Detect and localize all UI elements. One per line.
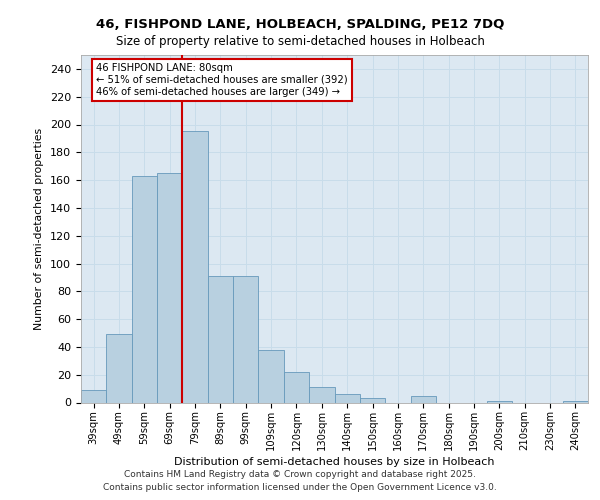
Text: 46 FISHPOND LANE: 80sqm
← 51% of semi-detached houses are smaller (392)
46% of s: 46 FISHPOND LANE: 80sqm ← 51% of semi-de… xyxy=(96,64,348,96)
Bar xyxy=(487,401,512,402)
Bar xyxy=(208,276,233,402)
Bar xyxy=(132,176,157,402)
X-axis label: Distribution of semi-detached houses by size in Holbeach: Distribution of semi-detached houses by … xyxy=(174,458,495,468)
Bar xyxy=(106,334,132,402)
Bar xyxy=(284,372,309,402)
Y-axis label: Number of semi-detached properties: Number of semi-detached properties xyxy=(34,128,44,330)
Bar xyxy=(233,276,259,402)
Bar xyxy=(81,390,106,402)
Text: 46, FISHPOND LANE, HOLBEACH, SPALDING, PE12 7DQ: 46, FISHPOND LANE, HOLBEACH, SPALDING, P… xyxy=(96,18,504,30)
Bar xyxy=(410,396,436,402)
Bar xyxy=(309,387,335,402)
Bar xyxy=(182,132,208,402)
Bar xyxy=(157,173,182,402)
Text: Size of property relative to semi-detached houses in Holbeach: Size of property relative to semi-detach… xyxy=(116,35,484,48)
Bar xyxy=(563,401,588,402)
Bar xyxy=(259,350,284,403)
Text: Contains HM Land Registry data © Crown copyright and database right 2025.
Contai: Contains HM Land Registry data © Crown c… xyxy=(103,470,497,492)
Bar xyxy=(360,398,385,402)
Bar xyxy=(335,394,360,402)
